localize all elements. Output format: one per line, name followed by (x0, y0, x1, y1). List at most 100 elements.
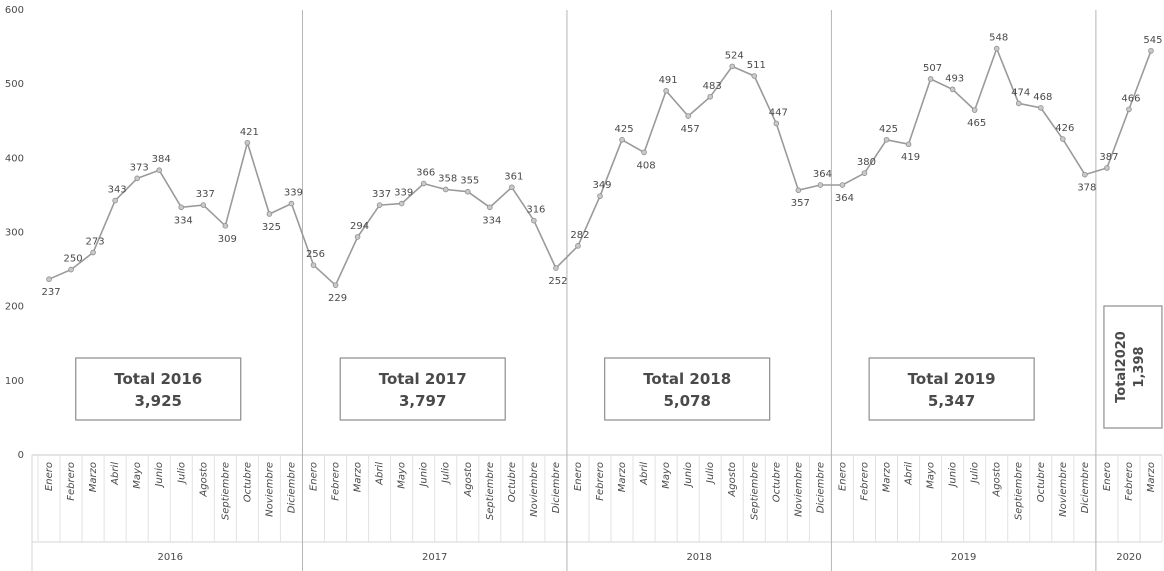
month-label-septiembre: Septiembre (1014, 462, 1025, 520)
data-label: 256 (306, 249, 325, 260)
month-label-octubre: Octubre (242, 462, 253, 502)
month-label-mayo: Mayo (926, 462, 937, 489)
data-point (420, 180, 427, 187)
data-label: 493 (945, 73, 964, 84)
data-point (751, 73, 758, 79)
month-label-septiembre: Septiembre (485, 462, 496, 520)
total-box-frame (604, 357, 771, 421)
data-point (487, 204, 493, 211)
year-label-2020: 2020 (1116, 552, 1141, 563)
month-label-agosto: Agosto (727, 462, 738, 498)
data-point (729, 63, 736, 70)
data-label: 378 (1077, 183, 1096, 194)
axes: 0 100 200 300 400 500 600 (5, 5, 1163, 571)
month-label-noviembre: Noviembre (793, 462, 804, 517)
data-label: 421 (240, 127, 259, 138)
month-label-octubre: Octubre (771, 462, 782, 502)
month-label-septiembre: Septiembre (749, 462, 760, 520)
total-box-title: Total 2018 (643, 370, 731, 388)
data-label: 483 (703, 81, 722, 92)
data-label: 511 (747, 60, 766, 71)
data-point (685, 113, 691, 119)
data-point (641, 149, 647, 156)
data-label: 425 (879, 124, 898, 135)
data-point (464, 188, 471, 195)
data-label: 237 (41, 287, 60, 298)
data-label: 294 (350, 221, 369, 232)
data-label: 425 (614, 124, 633, 135)
data-label: 250 (64, 254, 83, 265)
data-label: 474 (1011, 87, 1030, 98)
data-label: 419 (901, 152, 920, 163)
data-point (134, 175, 140, 182)
total-box-frame (75, 357, 242, 421)
data-label: 361 (504, 171, 523, 182)
data-point (553, 265, 559, 271)
data-label: 334 (174, 215, 193, 226)
total-box-2019: Total 2019 5,347 (868, 357, 1035, 421)
month-label-marzo: Marzo (353, 462, 364, 492)
data-label: 491 (659, 75, 678, 86)
y-tick-label-200: 200 (5, 302, 24, 313)
data-point (509, 184, 515, 191)
data-label: 364 (835, 193, 854, 204)
data-point (1126, 106, 1132, 113)
data-point (531, 217, 537, 224)
data-point (773, 120, 780, 127)
data-point (1060, 136, 1066, 142)
total-box-value: 1,398 (1132, 346, 1147, 387)
month-label-julio: Julio (970, 462, 981, 485)
data-label: 339 (394, 188, 413, 199)
data-label: 337 (372, 189, 391, 200)
month-label-diciembre: Diciembre (286, 462, 297, 513)
year-total-boxes: Total 2016 3,925 Total 2017 3,797 Total 2018… (75, 305, 1163, 429)
data-point (575, 243, 581, 249)
data-point (46, 276, 52, 283)
data-point (597, 193, 603, 199)
data-label: 229 (328, 293, 347, 304)
data-point (949, 86, 956, 93)
data-point (795, 187, 802, 194)
data-label: 366 (416, 168, 435, 179)
data-points (46, 45, 1154, 288)
data-point (883, 136, 890, 143)
data-point (68, 266, 74, 273)
month-label-enero: Enero (837, 462, 848, 491)
data-label: 548 (989, 33, 1008, 44)
data-label: 339 (284, 188, 303, 199)
month-label-noviembre: Noviembre (264, 462, 275, 517)
data-label: 468 (1033, 92, 1052, 103)
year-label-2019: 2019 (951, 552, 976, 563)
series-line (48, 46, 1152, 287)
data-label: 545 (1143, 35, 1162, 46)
data-point (288, 200, 295, 207)
data-label: 325 (262, 222, 281, 233)
data-point (222, 223, 229, 229)
data-label: 252 (548, 276, 567, 287)
data-point (1015, 100, 1022, 107)
data-point (310, 262, 317, 268)
data-point (839, 182, 846, 188)
data-label: 465 (967, 118, 986, 129)
data-label: 466 (1121, 93, 1140, 104)
month-label-enero: Enero (573, 462, 584, 491)
month-label-noviembre: Noviembre (1058, 462, 1069, 517)
total-box-2020: Total2020 1,398 (1103, 305, 1163, 429)
month-label-abril: Abril (639, 462, 650, 486)
month-label-enero: Enero (308, 462, 319, 491)
month-label-julio: Julio (176, 462, 187, 485)
data-point (971, 107, 978, 113)
month-label-febrero: Febrero (66, 462, 77, 501)
data-point (442, 186, 449, 193)
month-label-febrero: Febrero (595, 462, 606, 501)
month-label-noviembre: Noviembre (529, 462, 540, 517)
data-point (927, 76, 934, 82)
data-label: 426 (1055, 123, 1074, 134)
data-point (663, 88, 669, 94)
month-label-abril: Abril (110, 462, 121, 486)
data-point (376, 202, 383, 208)
total-box-title: Total2020 (1114, 331, 1129, 403)
data-point (817, 182, 824, 188)
